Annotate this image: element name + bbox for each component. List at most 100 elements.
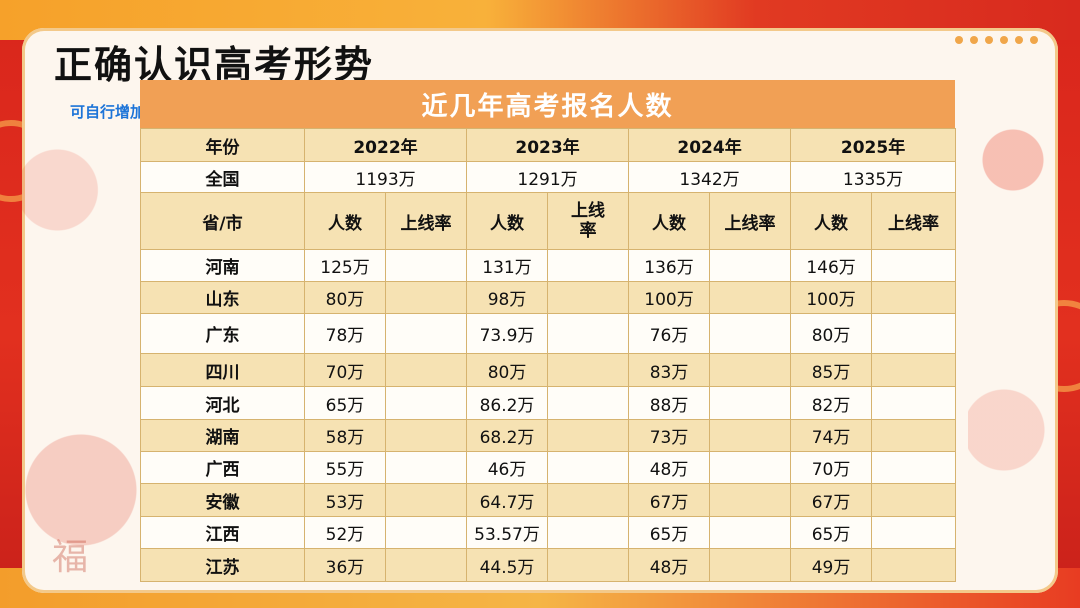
rate-header-cell: 上线率 bbox=[871, 192, 957, 250]
rate-cell bbox=[384, 548, 468, 582]
rate-cell bbox=[709, 386, 792, 420]
table-row: 广东 78万 73.9万 76万 80万 bbox=[140, 313, 957, 354]
rate-cell bbox=[384, 249, 468, 282]
province-cell: 广东 bbox=[140, 313, 305, 354]
count-cell: 52万 bbox=[304, 516, 386, 549]
rate-cell bbox=[871, 249, 957, 282]
rate-cell bbox=[384, 281, 468, 314]
enrollment-table: 近几年高考报名人数 年份 2022年 2023年 2024年 2025年 全国 … bbox=[140, 80, 957, 582]
count-cell: 48万 bbox=[628, 548, 711, 582]
rate-cell bbox=[384, 483, 468, 517]
firecracker-decoration-right bbox=[968, 52, 1058, 592]
year-header-row: 年份 2022年 2023年 2024年 2025年 bbox=[140, 128, 957, 162]
count-cell: 80万 bbox=[790, 313, 873, 354]
rate-cell bbox=[709, 281, 792, 314]
national-value-cell: 1193万 bbox=[303, 161, 468, 193]
rate-cell bbox=[709, 353, 792, 387]
province-label-cell: 省/市 bbox=[140, 192, 305, 250]
province-cell: 江苏 bbox=[140, 548, 305, 582]
rate-cell bbox=[547, 419, 630, 452]
rate-header-line2: 率 bbox=[579, 221, 597, 241]
count-cell: 73万 bbox=[628, 419, 711, 452]
count-header-cell: 人数 bbox=[304, 192, 386, 250]
table-row: 广西 55万 46万 48万 70万 bbox=[140, 451, 957, 484]
rate-cell bbox=[547, 281, 630, 314]
page-title: 正确认识高考形势 bbox=[54, 43, 375, 87]
count-cell: 86.2万 bbox=[466, 386, 549, 420]
province-cell: 山东 bbox=[140, 281, 305, 314]
count-cell: 80万 bbox=[304, 281, 386, 314]
count-cell: 65万 bbox=[304, 386, 386, 420]
count-header-cell: 人数 bbox=[466, 192, 549, 250]
count-cell: 65万 bbox=[628, 516, 711, 549]
table-row: 四川 70万 80万 83万 85万 bbox=[140, 353, 957, 387]
year-cell: 2024年 bbox=[628, 128, 792, 162]
year-cell: 2022年 bbox=[303, 128, 468, 162]
province-cell: 广西 bbox=[140, 451, 305, 484]
count-cell: 65万 bbox=[790, 516, 873, 549]
count-header-cell: 人数 bbox=[628, 192, 711, 250]
count-cell: 78万 bbox=[304, 313, 386, 354]
count-cell: 68.2万 bbox=[466, 419, 549, 452]
count-cell: 36万 bbox=[304, 548, 386, 582]
count-cell: 70万 bbox=[790, 451, 873, 484]
rate-cell bbox=[709, 516, 792, 549]
enrollment-grid: 年份 2022年 2023年 2024年 2025年 全国 1193万 1291… bbox=[140, 128, 957, 582]
rate-cell bbox=[709, 249, 792, 282]
count-cell: 131万 bbox=[466, 249, 549, 282]
count-cell: 82万 bbox=[790, 386, 873, 420]
province-cell: 安徽 bbox=[140, 483, 305, 517]
rate-cell bbox=[547, 313, 630, 354]
national-label-cell: 全国 bbox=[140, 161, 305, 193]
count-cell: 100万 bbox=[790, 281, 873, 314]
table-row: 河北 65万 86.2万 88万 82万 bbox=[140, 386, 957, 420]
count-cell: 80万 bbox=[466, 353, 549, 387]
rate-cell bbox=[871, 353, 957, 387]
province-cell: 湖南 bbox=[140, 419, 305, 452]
national-value-cell: 1291万 bbox=[466, 161, 630, 193]
rate-cell bbox=[547, 548, 630, 582]
count-cell: 83万 bbox=[628, 353, 711, 387]
dots-decoration bbox=[955, 36, 1038, 44]
count-cell: 48万 bbox=[628, 451, 711, 484]
province-cell: 河南 bbox=[140, 249, 305, 282]
rate-cell bbox=[709, 548, 792, 582]
count-cell: 73.9万 bbox=[466, 313, 549, 354]
rate-cell bbox=[871, 313, 957, 354]
table-row: 山东 80万 98万 100万 100万 bbox=[140, 281, 957, 314]
year-cell: 2025年 bbox=[790, 128, 957, 162]
subheader-row: 省/市 人数 上线率 人数 上线率 人数 上线率 人数 上线率 bbox=[140, 192, 957, 250]
count-cell: 58万 bbox=[304, 419, 386, 452]
count-cell: 146万 bbox=[790, 249, 873, 282]
count-cell: 55万 bbox=[304, 451, 386, 484]
rate-cell bbox=[547, 451, 630, 484]
rate-cell bbox=[547, 386, 630, 420]
count-cell: 136万 bbox=[628, 249, 711, 282]
rate-cell bbox=[384, 451, 468, 484]
national-row: 全国 1193万 1291万 1342万 1335万 bbox=[140, 161, 957, 193]
count-cell: 70万 bbox=[304, 353, 386, 387]
count-cell: 67万 bbox=[628, 483, 711, 517]
province-cell: 四川 bbox=[140, 353, 305, 387]
rate-header-line1: 上线 bbox=[571, 201, 606, 221]
province-cell: 江西 bbox=[140, 516, 305, 549]
rate-cell bbox=[709, 419, 792, 452]
rate-cell bbox=[871, 451, 957, 484]
year-cell: 2023年 bbox=[466, 128, 630, 162]
count-cell: 125万 bbox=[304, 249, 386, 282]
rate-cell bbox=[871, 386, 957, 420]
rate-cell bbox=[709, 483, 792, 517]
table-row: 江西 52万 53.57万 65万 65万 bbox=[140, 516, 957, 549]
table-row: 江苏 36万 44.5万 48万 49万 bbox=[140, 548, 957, 582]
count-cell: 98万 bbox=[466, 281, 549, 314]
national-value-cell: 1342万 bbox=[628, 161, 792, 193]
province-cell: 河北 bbox=[140, 386, 305, 420]
rate-cell bbox=[547, 483, 630, 517]
count-cell: 67万 bbox=[790, 483, 873, 517]
count-cell: 44.5万 bbox=[466, 548, 549, 582]
count-cell: 100万 bbox=[628, 281, 711, 314]
table-row: 湖南 58万 68.2万 73万 74万 bbox=[140, 419, 957, 452]
count-cell: 53万 bbox=[304, 483, 386, 517]
lantern-decoration-left bbox=[22, 90, 140, 590]
rate-header-cell: 上线率 bbox=[384, 192, 468, 250]
